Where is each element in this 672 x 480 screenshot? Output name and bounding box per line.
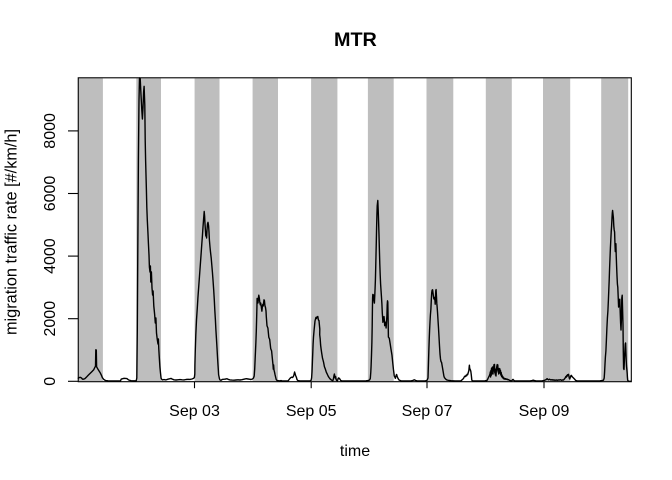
svg-text:4000: 4000 bbox=[42, 238, 59, 274]
svg-text:6000: 6000 bbox=[42, 176, 59, 212]
svg-text:time: time bbox=[340, 443, 370, 460]
svg-text:migration traffic rate [#/km/h: migration traffic rate [#/km/h] bbox=[3, 129, 21, 335]
svg-text:8000: 8000 bbox=[42, 113, 59, 149]
svg-text:Sep 09: Sep 09 bbox=[519, 403, 570, 420]
svg-text:2000: 2000 bbox=[42, 301, 59, 337]
svg-text:Sep 05: Sep 05 bbox=[286, 403, 337, 420]
svg-text:MTR: MTR bbox=[334, 29, 377, 51]
svg-text:Sep 03: Sep 03 bbox=[169, 403, 220, 420]
svg-text:0: 0 bbox=[42, 377, 59, 386]
svg-text:Sep 07: Sep 07 bbox=[402, 403, 453, 420]
